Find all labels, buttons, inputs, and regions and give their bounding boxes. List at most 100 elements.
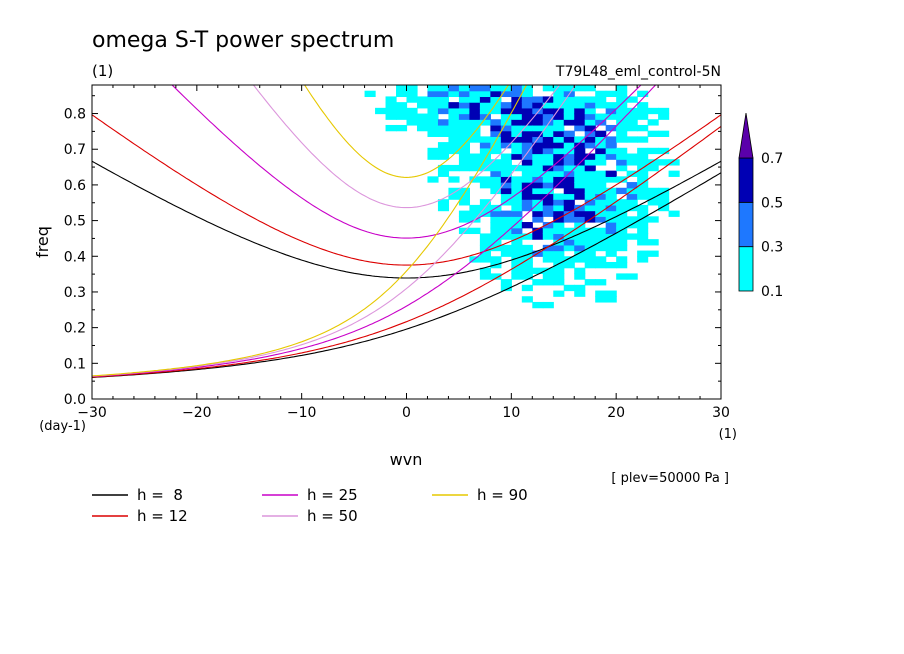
contour-cell xyxy=(521,296,533,303)
contour-cell xyxy=(584,102,596,109)
x-tick-label: 20 xyxy=(607,405,625,421)
contour-cell xyxy=(595,102,607,109)
contour-cell xyxy=(532,176,544,183)
contour-cell xyxy=(511,113,523,120)
contour-cell xyxy=(647,159,659,166)
contour-cell xyxy=(637,187,649,195)
contour-cell xyxy=(521,233,533,240)
contour-cell xyxy=(532,170,544,177)
contour-cell xyxy=(490,216,502,223)
contour-cell xyxy=(605,261,617,269)
contour-cell xyxy=(490,222,502,229)
contour-cell xyxy=(437,96,450,103)
contour-cell xyxy=(553,147,565,155)
contour-cell xyxy=(479,273,491,280)
contour-cell xyxy=(574,170,586,177)
contour-cell xyxy=(448,90,460,98)
contour-cell xyxy=(563,210,575,217)
contour-cell xyxy=(605,124,617,132)
contour-cell xyxy=(574,210,586,217)
contour-cell xyxy=(637,90,649,98)
contour-cell xyxy=(563,164,575,172)
contour-cell xyxy=(637,256,649,263)
contour-cell xyxy=(532,142,544,149)
contour-cell xyxy=(626,233,638,240)
contour-cell xyxy=(500,130,512,137)
contour-cell xyxy=(637,136,649,143)
contour-cell xyxy=(542,267,554,274)
contour-cell xyxy=(490,256,502,263)
contour-cell xyxy=(584,113,596,120)
contour-cell xyxy=(490,182,502,189)
contour-cell xyxy=(406,96,418,103)
contour-cell xyxy=(574,147,586,155)
contour-cell xyxy=(500,182,512,189)
contour-cell xyxy=(500,199,512,206)
contour-cell xyxy=(479,233,491,240)
contour-cell xyxy=(511,142,523,149)
contour-cell xyxy=(574,273,586,280)
contour-cell xyxy=(511,193,523,200)
contour-cell xyxy=(511,136,523,143)
contour-cell xyxy=(616,159,628,166)
contour-cell xyxy=(490,227,502,235)
contour-cell xyxy=(637,102,649,109)
x-axis-label: wvn xyxy=(390,450,423,469)
contour-cell xyxy=(553,102,565,109)
contour-cell xyxy=(616,102,628,109)
colorbar-label: 0.3 xyxy=(761,240,783,256)
contour-cell xyxy=(511,222,523,229)
contour-cell xyxy=(532,124,544,132)
contour-cell xyxy=(532,301,544,309)
contour-cell xyxy=(437,170,450,177)
contour-cell xyxy=(490,147,502,155)
contour-cell xyxy=(563,204,575,212)
contour-cell xyxy=(616,244,628,252)
mrg-curve-h90 xyxy=(92,85,528,377)
contour-cell xyxy=(605,250,617,257)
contour-cell xyxy=(595,199,607,206)
contour-cell xyxy=(553,136,565,143)
contour-cell xyxy=(521,153,533,160)
contour-cell xyxy=(616,261,628,269)
contour-cell xyxy=(500,222,512,229)
contour-cell xyxy=(563,233,575,240)
contour-cell xyxy=(385,102,397,109)
contour-cell xyxy=(521,102,533,109)
contour-cell xyxy=(427,130,439,137)
contour-cell xyxy=(437,85,450,92)
y-tick-label: 0.0 xyxy=(64,392,86,408)
contour-cell xyxy=(626,182,638,189)
contour-cell xyxy=(511,164,523,172)
contour-cell xyxy=(574,267,586,274)
contour-cell xyxy=(490,130,502,137)
mrg-curve-h12 xyxy=(92,125,721,378)
contour-cell xyxy=(605,153,617,160)
contour-cell xyxy=(490,159,502,166)
contour-cell xyxy=(511,261,523,269)
contour-cell xyxy=(553,119,565,126)
contour-cell xyxy=(469,119,481,126)
contour-cell xyxy=(574,176,586,183)
ig-curve-h12 xyxy=(92,114,721,266)
contour-cell xyxy=(500,102,512,109)
contour-cell xyxy=(605,90,617,98)
legend-label: h = 90 xyxy=(477,486,528,504)
contour-cell xyxy=(542,164,554,172)
contour-cell xyxy=(437,119,450,126)
contour-cell xyxy=(448,102,460,109)
contour-cell xyxy=(584,239,596,246)
contour-cell xyxy=(532,227,544,235)
contour-cell xyxy=(458,153,470,160)
contour-cell xyxy=(458,142,470,149)
contour-cell xyxy=(490,210,502,217)
contour-cell xyxy=(553,193,565,200)
contour-cell xyxy=(532,210,544,217)
contour-cell xyxy=(490,102,502,109)
contour-cell xyxy=(595,90,607,98)
contour-cell xyxy=(574,153,586,160)
contour-cell xyxy=(500,176,512,183)
contour-cell xyxy=(616,107,628,115)
contour-cell xyxy=(595,187,607,195)
contour-cell xyxy=(616,147,628,155)
